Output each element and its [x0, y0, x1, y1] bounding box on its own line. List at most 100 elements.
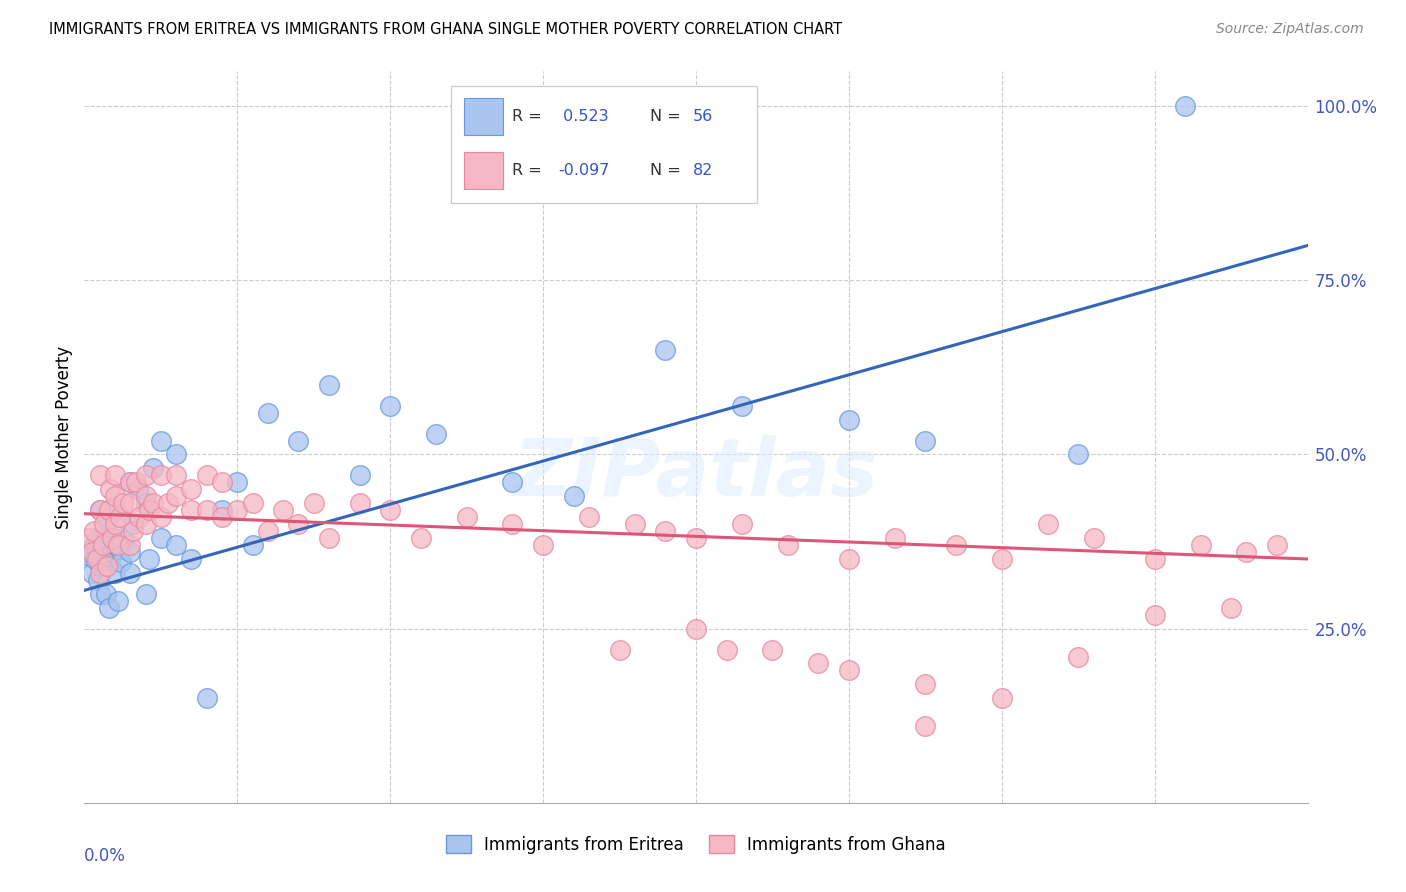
Point	[97, 600, 120, 615]
Point	[77, 549, 100, 563]
Point	[86, 531, 108, 545]
Point	[108, 510, 131, 524]
Point	[1083, 531, 1105, 545]
Point	[111, 496, 134, 510]
Point	[1067, 649, 1090, 664]
Point	[84, 552, 107, 566]
Point	[838, 412, 860, 426]
Point	[120, 475, 142, 490]
Point	[287, 434, 309, 448]
Point	[211, 503, 233, 517]
Point	[991, 552, 1014, 566]
Point	[149, 510, 172, 524]
Point	[685, 531, 707, 545]
Point	[776, 538, 799, 552]
Point	[149, 468, 172, 483]
Point	[226, 503, 249, 517]
Point	[609, 642, 631, 657]
Point	[127, 483, 149, 497]
Point	[135, 496, 157, 510]
Point	[142, 496, 165, 510]
Point	[502, 475, 524, 490]
Point	[101, 531, 124, 545]
Point	[380, 399, 402, 413]
Point	[242, 538, 264, 552]
Point	[89, 503, 111, 517]
Point	[180, 503, 202, 517]
Point	[104, 468, 127, 483]
Point	[1036, 517, 1059, 532]
Y-axis label: Single Mother Poverty: Single Mother Poverty	[55, 345, 73, 529]
Point	[318, 377, 340, 392]
Point	[89, 468, 111, 483]
Point	[226, 475, 249, 490]
Point	[271, 503, 294, 517]
Point	[761, 642, 783, 657]
Point	[654, 524, 676, 538]
Point	[165, 448, 187, 462]
Point	[89, 558, 111, 573]
Point	[1220, 600, 1243, 615]
Point	[93, 517, 115, 532]
Point	[991, 691, 1014, 706]
Point	[838, 552, 860, 566]
Point	[138, 503, 160, 517]
Point	[685, 622, 707, 636]
Point	[180, 552, 202, 566]
Point	[945, 538, 967, 552]
Point	[83, 538, 105, 552]
Legend: Immigrants from Eritrea, Immigrants from Ghana: Immigrants from Eritrea, Immigrants from…	[439, 829, 953, 860]
Point	[120, 538, 142, 552]
Point	[380, 503, 402, 517]
Point	[135, 517, 157, 532]
Point	[409, 531, 432, 545]
Point	[120, 475, 142, 490]
Point	[257, 524, 280, 538]
Point	[731, 399, 754, 413]
Point	[96, 556, 118, 570]
Point	[104, 566, 127, 580]
Point	[349, 496, 371, 510]
Point	[135, 587, 157, 601]
Point	[83, 524, 105, 538]
Point	[165, 538, 187, 552]
Point	[716, 642, 738, 657]
Text: 0.0%: 0.0%	[84, 847, 127, 864]
Point	[89, 503, 111, 517]
Point	[98, 556, 121, 570]
Point	[531, 538, 554, 552]
Point	[578, 510, 600, 524]
Point	[120, 566, 142, 580]
Point	[1143, 607, 1166, 622]
Point	[211, 510, 233, 524]
Point	[318, 531, 340, 545]
Point	[107, 538, 129, 552]
Point	[165, 489, 187, 503]
Point	[98, 483, 121, 497]
Point	[257, 406, 280, 420]
Point	[425, 426, 447, 441]
Text: Source: ZipAtlas.com: Source: ZipAtlas.com	[1216, 22, 1364, 37]
Point	[96, 517, 118, 532]
Point	[195, 468, 218, 483]
Point	[838, 664, 860, 678]
Point	[149, 531, 172, 545]
Point	[142, 461, 165, 475]
Point	[91, 545, 114, 559]
Point	[1174, 99, 1197, 113]
Point	[110, 556, 132, 570]
Point	[149, 434, 172, 448]
Point	[302, 496, 325, 510]
Point	[120, 545, 142, 559]
Point	[138, 552, 160, 566]
Point	[94, 587, 117, 601]
Point	[287, 517, 309, 532]
Point	[80, 545, 103, 559]
Point	[108, 541, 131, 556]
Point	[731, 517, 754, 532]
Point	[157, 496, 180, 510]
Point	[180, 483, 202, 497]
Point	[349, 468, 371, 483]
Point	[104, 517, 127, 532]
Point	[242, 496, 264, 510]
